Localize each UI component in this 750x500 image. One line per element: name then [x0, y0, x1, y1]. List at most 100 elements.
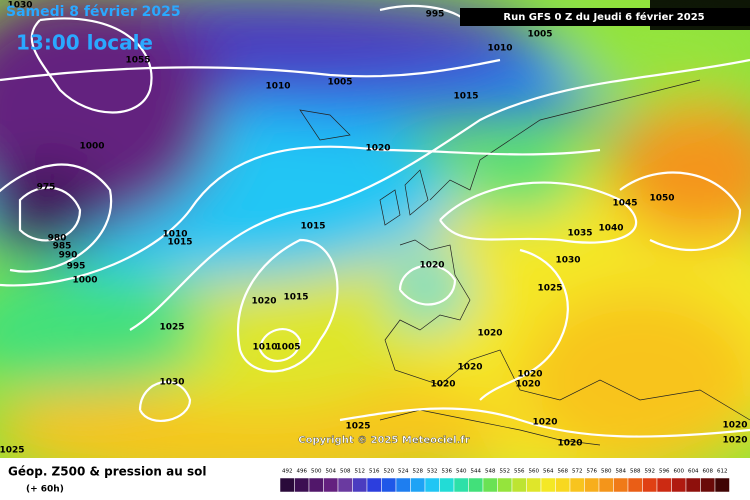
scale-swatch — [453, 477, 469, 493]
scale-swatch — [308, 477, 324, 493]
scale-swatch — [613, 477, 629, 493]
isobar-label: 1020 — [722, 421, 747, 431]
scale-label: 608 — [703, 469, 714, 475]
footer-title: Géop. Z500 & pression au sol — [8, 465, 206, 479]
copyright: Copyright © 2025 Meteociel.fr — [298, 435, 469, 446]
isobar-label: 1050 — [649, 194, 674, 204]
isobar-label: 995 — [67, 262, 86, 272]
isobar-label: 1020 — [430, 380, 455, 390]
scale-label: 588 — [630, 469, 641, 475]
scale-swatch — [279, 477, 295, 493]
isobar-label: 1055 — [125, 56, 150, 66]
isobar-label: 1025 — [537, 284, 562, 294]
isobar-label: 975 — [37, 183, 56, 193]
isobar-label: 1020 — [365, 144, 390, 154]
scale-swatch — [439, 477, 455, 493]
scale-swatch — [700, 477, 716, 493]
scale-swatch — [685, 477, 701, 493]
isobar-label: 1015 — [167, 238, 192, 248]
isobar-label: 1030 — [555, 256, 580, 266]
scale-label: 556 — [514, 469, 525, 475]
scale-swatch — [656, 477, 672, 493]
isobar-label: 1030 — [7, 1, 32, 11]
scale-label: 544 — [471, 469, 482, 475]
isobar-label: 1010 — [162, 230, 187, 240]
isobar-label: 1040 — [598, 224, 623, 234]
scale-swatch — [714, 477, 730, 493]
scale-label: 532 — [427, 469, 438, 475]
scale-label: 592 — [645, 469, 656, 475]
run-info: Run GFS 0 Z du Jeudi 6 février 2025 — [503, 11, 704, 23]
scale-label: 504 — [326, 469, 337, 475]
scale-swatch — [511, 477, 527, 493]
isobar-label: 985 — [53, 242, 72, 252]
isobar-label: 980 — [48, 234, 67, 244]
map-date: Samedi 8 février 2025 — [6, 4, 181, 20]
isobar-labels: 1030 995 1005 1010 1055 1010 1005 1015 1020 1000 9… — [0, 1, 748, 456]
scale-label: 512 — [355, 469, 366, 475]
scale-label: 496 — [297, 469, 308, 475]
scale-label: 600 — [674, 469, 685, 475]
scale-label: 548 — [485, 469, 496, 475]
scale-swatch — [627, 477, 643, 493]
scale-swatch — [671, 477, 687, 493]
scale-swatch — [598, 477, 614, 493]
coastlines — [299, 79, 750, 446]
scale-swatch — [482, 477, 498, 493]
isobar-label: 995 — [426, 10, 445, 20]
isobar-label: 1035 — [567, 229, 592, 239]
scale-label: 560 — [529, 469, 540, 475]
isobar-label: 1000 — [79, 142, 104, 152]
scale-label: 572 — [572, 469, 583, 475]
isobar-label: 1015 — [300, 222, 325, 232]
isobar-label: 1025 — [345, 422, 370, 432]
scale-label: 564 — [543, 469, 554, 475]
scale-label: 584 — [616, 469, 627, 475]
isobar-label: 1020 — [419, 261, 444, 271]
isobar-label: 1020 — [557, 439, 582, 449]
scale-swatch — [366, 477, 382, 493]
scale-label: 520 — [384, 469, 395, 475]
scale-label: 500 — [311, 469, 322, 475]
scale-swatch — [381, 477, 397, 493]
scale-label: 508 — [340, 469, 351, 475]
scale-swatch — [642, 477, 658, 493]
isobar-label: 1020 — [532, 418, 557, 428]
scale-swatch — [497, 477, 513, 493]
scale-label: 528 — [413, 469, 424, 475]
isobar-label: 1010 — [487, 44, 512, 54]
isobar-label: 1045 — [612, 199, 637, 209]
scale-label: 540 — [456, 469, 467, 475]
scale-label: 604 — [688, 469, 699, 475]
isobar-label: 1010 — [252, 343, 277, 353]
scale-label: 524 — [398, 469, 409, 475]
scale-label: 536 — [442, 469, 453, 475]
scale-label: 552 — [500, 469, 511, 475]
color-scale: 492 496 500 504 508 512 516 520 524 528 532 536 540 5… — [279, 469, 730, 493]
isobar-label: 1025 — [0, 446, 25, 456]
forecast-lead: (+ 60h) — [26, 485, 64, 495]
isobar-label: 1030 — [159, 378, 184, 388]
scale-label: 576 — [587, 469, 598, 475]
isobar-label: 1010 — [265, 82, 290, 92]
scale-swatch — [540, 477, 556, 493]
scale-swatch — [395, 477, 411, 493]
scale-swatch — [352, 477, 368, 493]
scale-swatch — [294, 477, 310, 493]
scale-swatch — [569, 477, 585, 493]
isobar-label: 1000 — [72, 276, 97, 286]
isobar-label: 1005 — [327, 78, 352, 88]
scale-label: 612 — [717, 469, 728, 475]
scale-swatch — [555, 477, 571, 493]
scale-label: 516 — [369, 469, 380, 475]
isobar-label: 1015 — [453, 92, 478, 102]
isobar-label: 990 — [59, 251, 78, 261]
isobar-label: 1020 — [477, 329, 502, 339]
isobar-label: 1005 — [527, 30, 552, 40]
isobar-label: 1020 — [722, 436, 747, 446]
isobar-label: 1015 — [283, 293, 308, 303]
scale-swatch — [337, 477, 353, 493]
